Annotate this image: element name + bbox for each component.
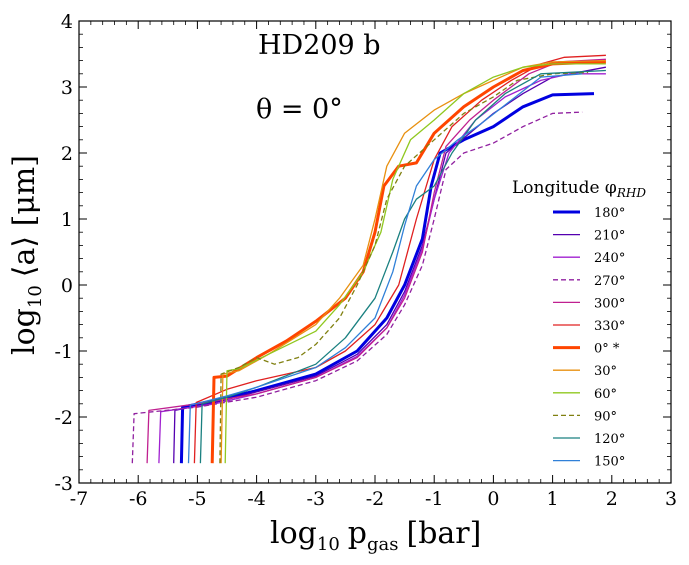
legend-label: 330° (594, 319, 625, 334)
series-line (179, 92, 595, 464)
legend-title-main: Longitude φ (512, 178, 617, 198)
series-layer (131, 54, 607, 464)
legend-label: 240° (594, 251, 625, 266)
legend-label: 150° (594, 455, 625, 470)
series-line (158, 73, 606, 464)
x-axis-title-unit: [bar] (407, 516, 482, 551)
x-tick-label: -6 (129, 488, 148, 510)
series-line (173, 66, 607, 464)
x-tick-label: -3 (307, 488, 326, 510)
series-line (131, 111, 583, 464)
ticks-layer: -7 -6 -5 -4 -3 -2 -1 0 1 2 3 -3 -2 -1 0 1 2 3 4 (54, 11, 677, 510)
y-axis-title-log: log (7, 308, 42, 355)
legend-label: 210° (594, 229, 625, 244)
x-axis-title-log: log (270, 516, 317, 551)
y-tick-label: -1 (54, 341, 73, 363)
x-axis-title-var: p (348, 516, 367, 551)
series-line (193, 54, 606, 464)
series-line (187, 73, 583, 464)
legend: Longitude φRHD 180° 210° 240° 270° 300° 330° 0… (512, 178, 646, 470)
plot-frame (78, 20, 672, 484)
series-line (219, 71, 589, 464)
legend-items: 180° 210° 240° 270° 300° 330° 0° * 30° 60° 90° 120… (553, 206, 625, 470)
legend-title-sub: RHD (616, 186, 647, 200)
x-tick-label: 2 (606, 488, 618, 510)
legend-label: 120° (594, 432, 625, 447)
x-tick-label: 0 (487, 488, 499, 510)
series-line (220, 59, 606, 464)
x-tick-label: -4 (247, 488, 266, 510)
x-axis-title: log10 pgas [bar] (270, 516, 481, 555)
x-axis-title-log-sub: 10 (317, 534, 340, 555)
legend-label: 300° (594, 296, 625, 311)
x-tick-label: -2 (366, 488, 385, 510)
series-line (224, 63, 606, 464)
legend-label: 0° * (594, 342, 620, 357)
y-tick-label: 3 (61, 77, 73, 99)
x-tick-label: -1 (425, 488, 444, 510)
y-tick-label: -2 (54, 407, 73, 429)
legend-label: 270° (594, 274, 625, 289)
x-axis-title-var-sub: gas (367, 534, 399, 555)
legend-label: 60° (594, 387, 617, 402)
y-tick-label: 1 (61, 209, 73, 231)
legend-label: 180° (594, 206, 625, 221)
y-axis-title-rest: ⟨a⟩ [μm] (7, 155, 42, 277)
chart-annotation-name: HD209 b (258, 30, 381, 61)
y-tick-label: 0 (61, 275, 73, 297)
x-tick-label: 3 (665, 488, 677, 510)
y-axis-title-log-sub: 10 (25, 285, 46, 308)
y-axis-title: log10 ⟨a⟩ [μm] (7, 155, 46, 355)
legend-label: 30° (594, 364, 617, 379)
x-tick-label: -5 (188, 488, 207, 510)
y-tick-label: -3 (54, 473, 73, 495)
y-tick-label: 4 (61, 11, 73, 33)
y-tick-label: 2 (61, 143, 73, 165)
x-tick-label: -7 (70, 488, 89, 510)
legend-title: Longitude φRHD (512, 178, 646, 200)
x-tick-label: 1 (547, 488, 559, 510)
legend-label: 90° (594, 409, 617, 424)
chart-annotation-angle: θ = 0° (256, 94, 343, 125)
